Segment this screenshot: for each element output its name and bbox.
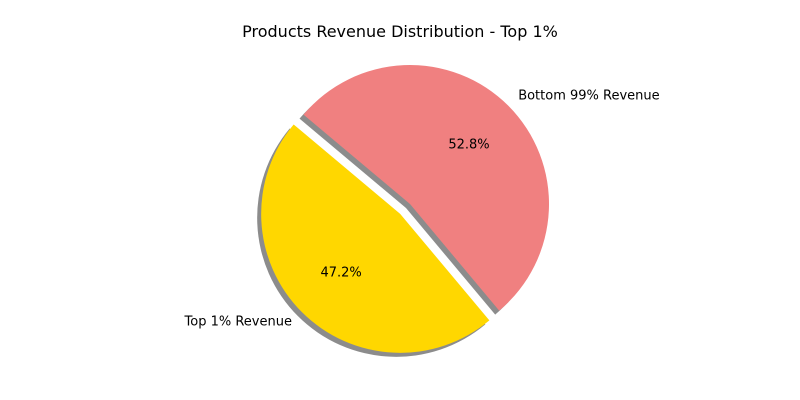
- pie-slice-label-bottom-99-revenue: Bottom 99% Revenue: [518, 88, 659, 103]
- pie-pct-label-top-1-revenue: 47.2%: [320, 265, 361, 280]
- pie-slice-bottom-99-revenue: [303, 65, 549, 311]
- slice-layer: [261, 65, 549, 353]
- label-layer: 47.2% Top 1% Revenue 52.8% Bottom 99% Reven…: [184, 88, 660, 329]
- pie-slice-label-top-1-revenue: Top 1% Revenue: [184, 314, 292, 329]
- chart-title: Products Revenue Distribution - Top 1%: [242, 22, 558, 41]
- pie-pct-label-bottom-99-revenue: 52.8%: [448, 138, 489, 153]
- pie-slice-top-1-revenue: [261, 124, 490, 353]
